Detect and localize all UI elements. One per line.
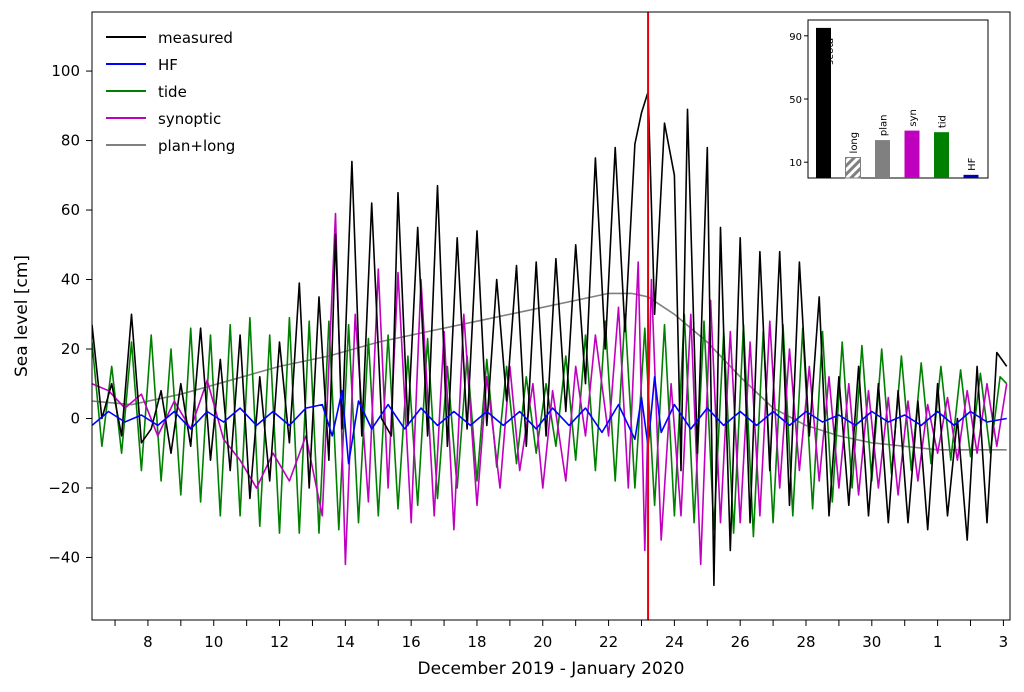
x-tick-label: 24 <box>665 633 684 651</box>
inset-bar-syn <box>904 130 920 178</box>
inset-y-tick-label: 50 <box>789 95 802 106</box>
x-tick-label: 26 <box>731 633 750 651</box>
inset-y-tick-label: 10 <box>789 158 802 169</box>
x-axis-label: December 2019 - January 2020 <box>418 659 685 679</box>
inset-bars: meas long plan syn tid HF <box>816 27 979 179</box>
series-line-plan-long <box>92 292 1007 451</box>
x-tick-label: 30 <box>862 633 881 651</box>
inset-bar-meas <box>816 27 831 179</box>
inset-y-tick-label: 90 <box>789 32 802 43</box>
series-layer <box>92 91 1008 587</box>
legend: measured HF tide synoptic plan+long <box>106 29 235 155</box>
y-tick-label: 20 <box>61 340 80 358</box>
x-tick-label: 8 <box>143 633 153 651</box>
x-tick-label: 1 <box>933 633 943 651</box>
x-tick-label: 3 <box>999 633 1009 651</box>
y-tick-label: 60 <box>61 201 80 219</box>
y-axis: −40 −20 0 20 40 60 80 100 <box>48 62 92 566</box>
inset-bar-label-plan: plan <box>879 114 890 136</box>
x-tick-label: 18 <box>467 633 486 651</box>
x-tick-label: 28 <box>796 633 815 651</box>
legend-label-hf: HF <box>158 56 178 74</box>
inset-frame <box>807 19 989 179</box>
y-axis-label: Sea level [cm] <box>12 255 32 377</box>
y-tick-label: −20 <box>48 479 80 497</box>
plot-frame <box>91 11 1011 621</box>
legend-label-measured: measured <box>158 29 233 47</box>
inset-bar-chart: 10 50 90 meas long plan syn tid HF <box>789 19 989 179</box>
y-tick-label: 100 <box>51 62 80 80</box>
x-axis: 8 10 12 14 16 18 20 22 24 26 28 30 1 3 <box>114 620 1009 651</box>
inset-bar-label-hf: HF <box>967 157 978 171</box>
y-tick-label: −40 <box>48 548 80 566</box>
legend-label-synoptic: synoptic <box>158 110 221 128</box>
inset-bar-label-syn: syn <box>908 109 919 126</box>
x-tick-label: 16 <box>402 633 421 651</box>
inset-bar-long <box>845 156 861 179</box>
y-tick-label: 0 <box>70 409 80 427</box>
x-tick-label: 14 <box>336 633 355 651</box>
inset-bar-tid <box>934 132 949 178</box>
series-line-measured <box>92 91 1008 587</box>
x-tick-label: 22 <box>599 633 618 651</box>
inset-bar-label-long: long <box>849 132 860 154</box>
inset-bar-plan <box>875 140 890 178</box>
x-tick-label: 12 <box>270 633 289 651</box>
x-tick-label: 20 <box>533 633 552 651</box>
y-tick-label: 80 <box>61 132 80 150</box>
inset-y-axis: 10 50 90 <box>789 32 808 169</box>
legend-label-tide: tide <box>158 83 187 101</box>
y-tick-label: 40 <box>61 271 80 289</box>
legend-label-plan-long: plan+long <box>158 137 235 155</box>
x-tick-label: 10 <box>204 633 223 651</box>
inset-bar-hf <box>963 174 979 178</box>
series-line-hf <box>92 375 1007 465</box>
inset-bar-label-tid: tid <box>938 115 949 128</box>
inset-bar-label-meas: meas <box>825 38 836 65</box>
